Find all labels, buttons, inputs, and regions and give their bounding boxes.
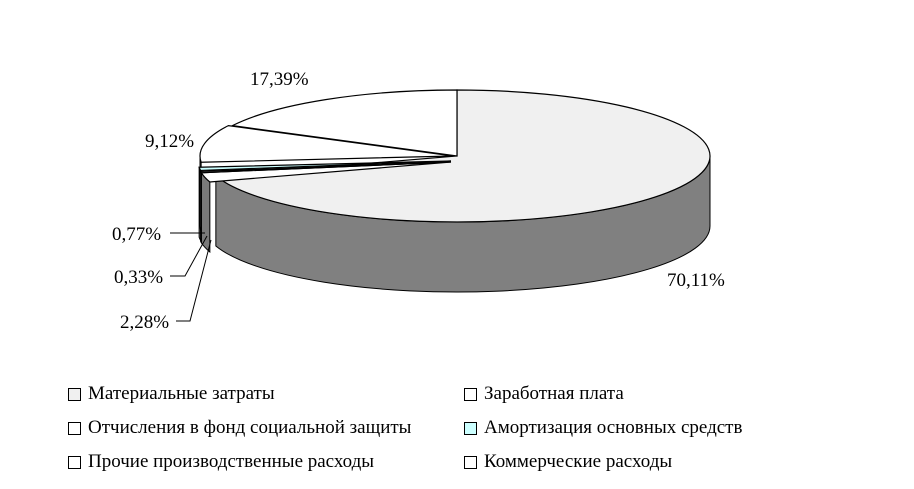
data-label-3: 0,77% [112, 224, 161, 245]
legend-swatch-3 [464, 421, 477, 435]
legend-item-0: Материальные затраты [68, 382, 275, 406]
legend-label-3: Амортизация основных средств [484, 417, 743, 438]
legend-item-4: Прочие производственные расходы [68, 450, 374, 474]
pie-slice-5 [230, 89, 458, 157]
legend-label-1: Заработная плата [484, 383, 624, 404]
legend-label-4: Прочие производственные расходы [88, 451, 375, 472]
leader-line-2 [170, 235, 208, 277]
pie-slice-3 [198, 160, 452, 172]
pie-side-1-0 [200, 171, 211, 254]
legend-item-5: Коммерческие расходы [464, 450, 672, 474]
legend-swatch-4 [68, 455, 81, 469]
leader-lines [170, 232, 212, 322]
legend-swatch-2 [68, 421, 81, 435]
pie-slice-2 [199, 161, 452, 174]
legend-swatch-5 [464, 455, 477, 469]
data-label-4: 9,12% [145, 131, 194, 152]
pie-chart: 70,11% 2,28% 0,33% 0,77% 9,12% 17,39% [112, 69, 725, 333]
data-labels: 70,11% 2,28% 0,33% 0,77% 9,12% 17,39% [112, 69, 725, 333]
legend: Материальные затраты Заработная плата Отчи… [68, 382, 868, 482]
legend-item-1: Заработная плата [464, 382, 624, 406]
pie-tops [198, 89, 711, 223]
legend-item-3: Амортизация основных средств [464, 416, 742, 440]
legend-item-2: Отчисления в фонд социальной защиты [68, 416, 411, 440]
legend-swatch-1 [464, 387, 477, 401]
legend-label-0: Материальные затраты [88, 383, 275, 404]
legend-label-5: Коммерческие расходы [484, 451, 673, 472]
data-label-2: 0,33% [114, 267, 163, 288]
data-label-0: 70,11% [667, 270, 725, 291]
legend-swatch-0 [68, 387, 81, 401]
data-label-5: 17,39% [250, 69, 309, 90]
pie-slice-4 [199, 125, 454, 163]
leader-line-1 [176, 239, 212, 322]
data-label-1: 2,28% [120, 312, 169, 333]
legend-label-2: Отчисления в фонд социальной защиты [88, 417, 412, 438]
pie-slice-0 [214, 89, 711, 223]
